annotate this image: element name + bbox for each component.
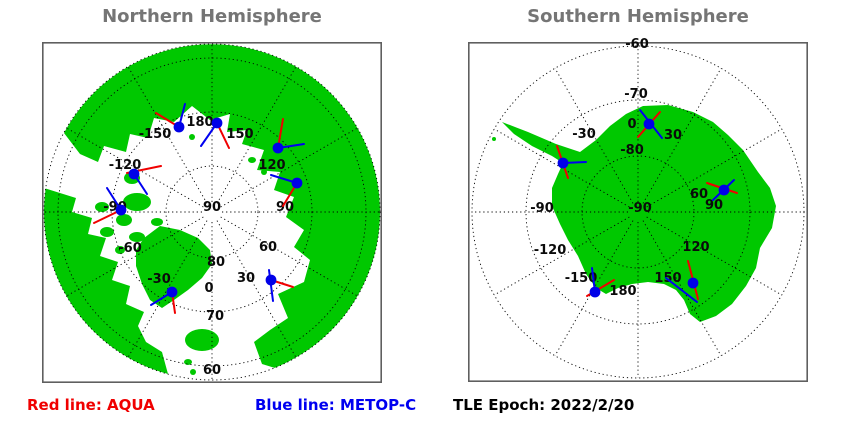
graticule-label: 60 [259,240,277,255]
meridian-ray [220,127,358,208]
graticule-label: -70 [624,87,648,102]
meridian-ray [216,66,297,204]
satellite-position-dot [718,184,730,196]
south-map-title: Southern Hemisphere [527,6,749,27]
blue-line-legend: Blue line: METOP-C [255,396,417,414]
graticule-label: -60 [625,37,649,52]
landmass-iceland [185,329,219,351]
satellite-position-dot [128,168,140,180]
meridian-ray [646,128,782,208]
graticule-label: -30 [572,127,596,142]
graticule-label: -90 [628,201,652,216]
graticule-label: 120 [258,158,285,173]
graticule-label: -30 [147,272,171,287]
graticule-label: 30 [237,271,255,286]
meridian-ray [220,216,358,297]
landmass-north-america [44,188,168,374]
meridian-ray [66,216,204,297]
graticule-label: -60 [118,241,142,256]
graticule-label: 30 [664,128,682,143]
graticule-label: -90 [530,201,554,216]
graticule-label: -120 [534,243,567,258]
graticule-label: 70 [206,309,224,324]
meridian-ray [127,66,208,204]
satellite-position-dot [265,274,277,286]
satellite-position-dot [166,286,178,298]
meridian-ray [642,220,722,356]
north-landmasses [44,44,380,375]
graticule-label: 150 [226,127,253,142]
satellite-position-dot [272,142,284,154]
meridian-ray [216,220,297,358]
satellite-position-dot [115,204,127,216]
graticule-label: 90 [203,200,221,215]
graticule-label: 90 [705,198,723,213]
satellite-position-dot [211,117,223,129]
graticule-label: 80 [207,255,225,270]
graticule-label: 0 [627,117,636,132]
graticule-label: 90 [276,200,294,215]
north-map-frame [42,42,382,383]
graticule-label: 120 [682,240,709,255]
satellite-position-dot [589,286,601,298]
tle-epoch-label: TLE Epoch: 2022/2/20 [453,396,635,414]
latitude-ring [525,99,751,325]
landmass-greenland [136,226,212,308]
graticule-label: -80 [620,143,644,158]
meridian-ray [494,216,630,296]
meridian-ray [642,68,722,204]
satellite-position-dot [173,121,185,133]
landmass-arctic-islands [95,134,267,375]
latitude-ring [165,165,259,259]
meridian-ray [646,216,782,296]
graticule-label: 180 [609,284,636,299]
graticule-label: 180 [186,115,213,130]
satellite-position-dot [291,177,303,189]
graticule-label: 0 [204,281,213,296]
red-line-legend: Red line: AQUA [27,396,155,414]
graticule-label: -150 [139,127,172,142]
graticule-label: 60 [203,363,221,378]
landmass-eurasia [64,44,380,368]
meridian-ray [554,68,634,204]
satellite-position-dot [557,157,569,169]
latitude-ring [43,43,381,381]
north-map-title: Northern Hemisphere [102,6,322,27]
graticule-label: 60 [690,187,708,202]
landmass-antarctica [502,105,776,322]
satellite-position-dot [687,277,699,289]
satellite-position-dot [643,118,655,130]
graticule-label: -150 [565,271,598,286]
metopc-track-line [665,277,698,303]
landmass-antarctic-islands [492,100,511,141]
latitude-ring [111,111,313,313]
south-map-frame [468,42,808,382]
meridian-ray [66,127,204,208]
